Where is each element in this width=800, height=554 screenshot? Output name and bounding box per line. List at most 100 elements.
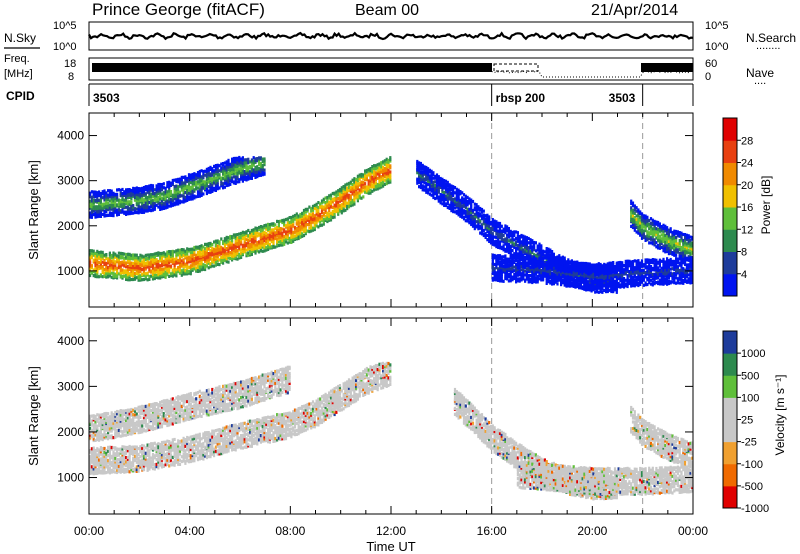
range-cell	[130, 196, 133, 201]
range-cell	[234, 156, 237, 160]
range-cell	[648, 218, 651, 223]
range-cell	[680, 254, 683, 258]
range-cell	[196, 260, 200, 265]
range-cell	[430, 193, 433, 197]
range-cell	[630, 218, 633, 222]
range-cell	[114, 272, 117, 276]
range-cell	[317, 217, 320, 221]
range-cell	[360, 185, 363, 189]
range-cell	[466, 209, 469, 213]
range-cell	[225, 183, 228, 188]
range-cell	[522, 270, 525, 274]
range-cell	[367, 171, 370, 175]
range-cell	[234, 242, 237, 246]
range-cell	[178, 177, 182, 181]
range-cell	[198, 250, 201, 254]
range-cell	[101, 265, 104, 269]
range-cell	[164, 188, 167, 192]
range-cell	[527, 251, 530, 255]
range-cell	[166, 266, 169, 270]
range-cell	[92, 252, 95, 256]
range-cell	[655, 236, 658, 240]
range-cell	[146, 273, 149, 277]
range-cell	[202, 192, 205, 196]
range-cell	[286, 221, 289, 225]
range-cell	[484, 214, 487, 218]
range-cell	[484, 232, 487, 236]
range-cell	[214, 176, 217, 180]
range-cell	[236, 172, 239, 177]
range-cell	[301, 211, 304, 215]
range-cell	[168, 194, 171, 198]
range-cell	[195, 195, 198, 199]
range-cell	[637, 211, 640, 215]
range-cell	[286, 235, 289, 240]
range-cell	[633, 211, 636, 215]
range-cell	[488, 227, 491, 231]
range-cell	[107, 189, 110, 193]
range-cell	[252, 173, 255, 177]
range-cell	[500, 273, 503, 277]
range-cell	[121, 274, 124, 279]
range-cell	[434, 196, 437, 201]
range-cell	[666, 236, 669, 240]
range-cell	[434, 183, 437, 188]
range-cell	[144, 264, 147, 268]
range-cell	[220, 255, 223, 260]
range-cell	[186, 247, 189, 251]
range-cell	[286, 217, 289, 221]
range-cell	[311, 214, 315, 219]
range-cell	[160, 205, 164, 209]
range-cell	[542, 266, 545, 270]
range-cell	[110, 189, 113, 193]
range-cell	[374, 178, 377, 182]
range-cell	[455, 201, 458, 205]
range-cell	[482, 220, 485, 224]
range-cell	[572, 283, 575, 287]
range-cell	[234, 175, 237, 179]
range-cell	[209, 255, 212, 260]
range-cell	[180, 250, 183, 254]
range-cell	[536, 268, 539, 272]
range-cell	[536, 278, 539, 282]
range-cell	[581, 261, 584, 265]
range-cell	[135, 197, 138, 201]
range-cell	[667, 243, 670, 247]
range-cell	[240, 251, 243, 255]
range-cell	[630, 208, 633, 212]
range-cell	[151, 199, 155, 203]
range-cell	[209, 172, 212, 176]
range-cell	[207, 168, 210, 173]
range-cell	[146, 209, 149, 213]
range-cell	[240, 173, 243, 177]
range-cell	[536, 254, 539, 258]
range-cell	[347, 193, 351, 197]
range-cell	[531, 267, 534, 271]
range-cell	[310, 217, 313, 221]
range-cell	[160, 264, 164, 268]
range-cell	[554, 270, 557, 274]
range-cell	[241, 156, 244, 160]
range-cell	[171, 181, 174, 185]
range-cell	[182, 181, 185, 185]
range-cell	[666, 234, 669, 238]
range-cell	[432, 171, 435, 175]
range-cell	[277, 227, 280, 231]
range-cell	[520, 265, 523, 269]
range-cell	[311, 228, 315, 232]
range-cell	[444, 182, 448, 186]
range-cell	[250, 238, 253, 242]
nave-tick-bottom: 0	[705, 71, 711, 83]
range-cell	[202, 245, 205, 249]
range-cell	[333, 198, 336, 202]
range-cell	[574, 282, 577, 286]
range-cell	[198, 245, 201, 249]
range-cell	[423, 181, 426, 185]
range-cell	[506, 275, 509, 279]
range-cell	[640, 225, 644, 229]
range-cell	[569, 269, 572, 274]
range-cell	[110, 198, 113, 203]
range-cell	[281, 227, 284, 231]
range-cell	[155, 203, 158, 207]
range-cell	[137, 207, 140, 211]
